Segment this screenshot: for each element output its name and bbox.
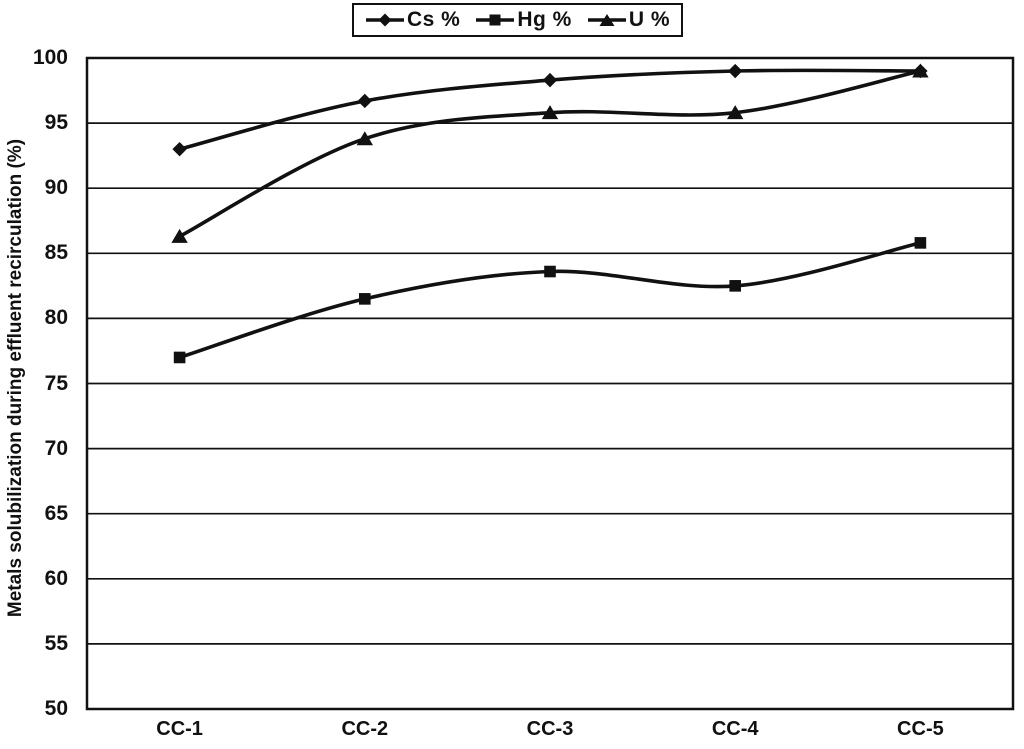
y-tick-label: 90 — [44, 176, 68, 200]
triangle-data-point — [727, 105, 744, 120]
square-marker-line-icon — [476, 14, 515, 26]
x-category-label: CC-4 — [711, 718, 759, 740]
legend-item-u: U % — [587, 8, 670, 32]
triangle-data-point — [541, 105, 559, 120]
y-tick-label: 95 — [44, 111, 68, 135]
legend-item-hg: Hg % — [475, 8, 572, 32]
diamond-marker-line-icon — [366, 13, 404, 27]
diamond-data-point — [172, 141, 187, 157]
y-tick-label: 85 — [44, 241, 68, 265]
y-tick-label: 80 — [44, 306, 68, 330]
square-data-point — [544, 265, 556, 278]
plot-border — [85, 56, 1015, 711]
y-tick-label: 65 — [44, 501, 68, 525]
y-axis-tick-labels: 100 95 90 85 80 75 70 65 60 55 50 — [0, 0, 68, 749]
diamond-data-point — [728, 63, 743, 79]
chart-legend: Cs % Hg % U % — [352, 3, 684, 37]
diamond-data-point — [357, 93, 372, 109]
legend-label-cs: Cs % — [407, 8, 461, 31]
y-tick-label: 50 — [44, 697, 68, 720]
y-tick-label: 100 — [32, 46, 68, 69]
triangle-data-point — [912, 63, 929, 78]
square-data-point — [914, 237, 927, 249]
square-data-point — [729, 280, 741, 292]
triangle-marker-line-icon — [587, 14, 626, 26]
diamond-data-point — [542, 72, 558, 88]
triangle-data-point — [356, 131, 373, 146]
square-data-point — [359, 293, 371, 305]
triangle-data-point — [171, 228, 188, 243]
x-category-label: CC-2 — [341, 718, 389, 740]
x-category-label: CC-1 — [156, 718, 203, 740]
square-data-point — [173, 351, 186, 364]
legend-label-hg: Hg % — [517, 8, 572, 31]
x-category-label: CC-5 — [897, 718, 944, 740]
y-tick-label: 70 — [44, 436, 68, 460]
y-tick-label: 60 — [44, 566, 68, 590]
y-tick-label: 55 — [44, 631, 68, 655]
legend-item-cs: Cs % — [365, 8, 460, 32]
y-tick-label: 75 — [44, 371, 68, 395]
x-category-label: CC-3 — [526, 718, 574, 740]
legend-label-u: U % — [628, 8, 671, 31]
